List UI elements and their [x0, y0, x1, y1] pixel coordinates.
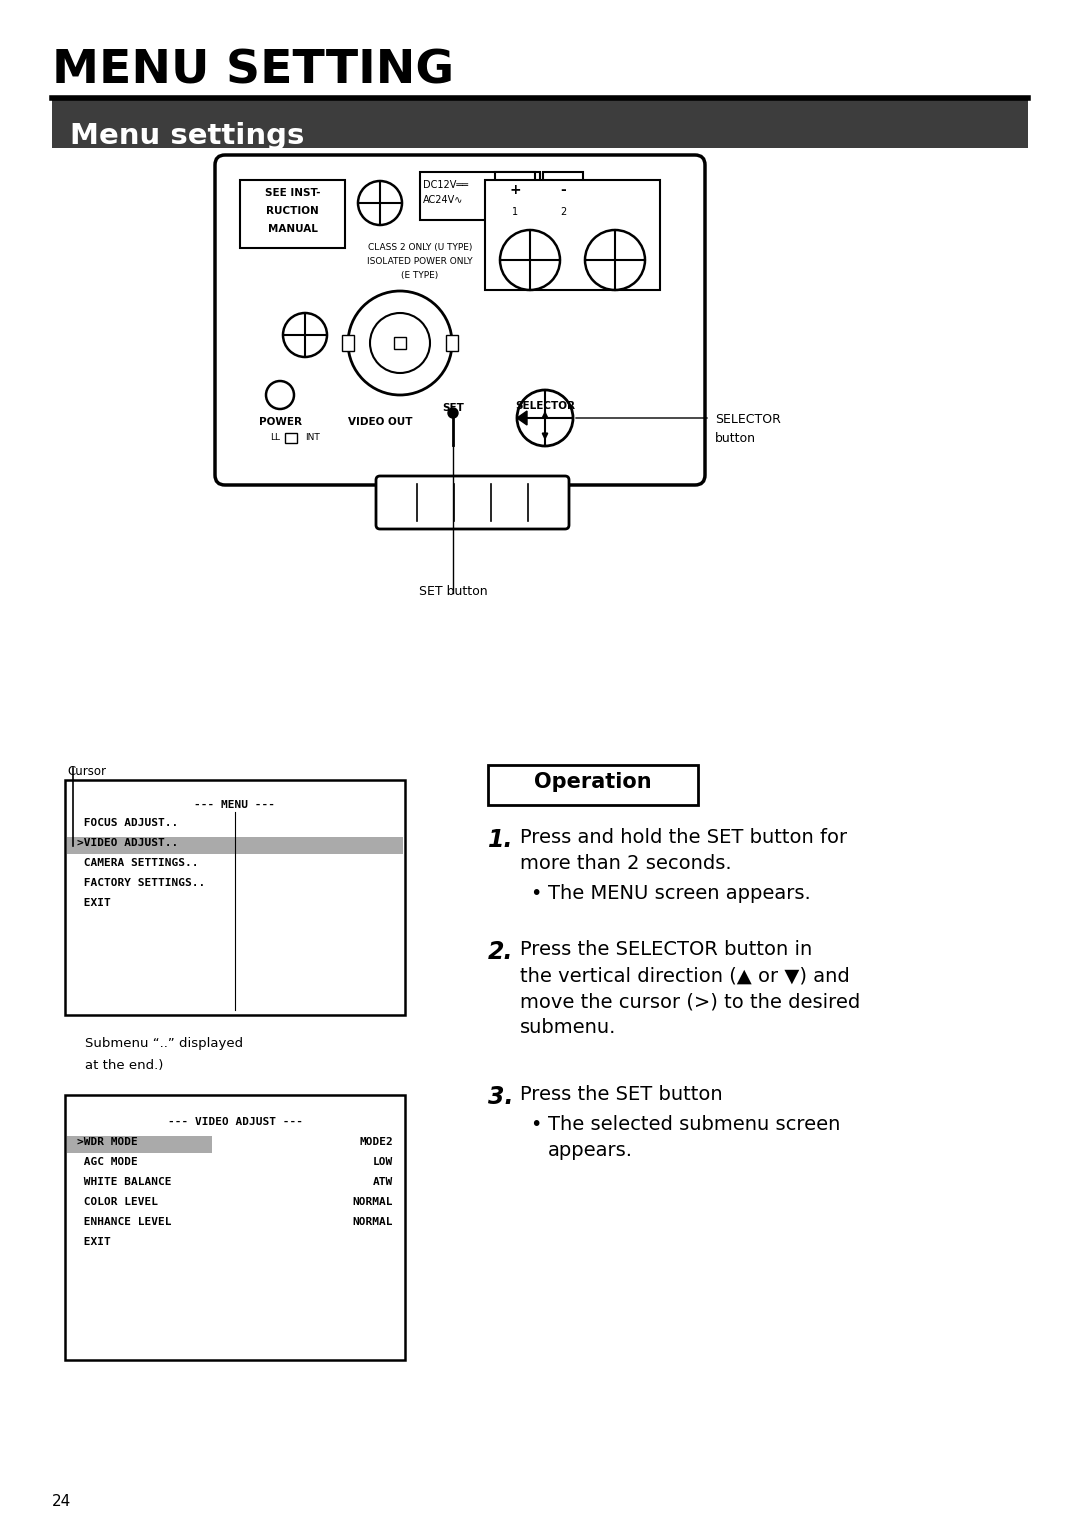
Text: Press and hold the SET button for: Press and hold the SET button for: [519, 827, 847, 847]
Bar: [543, 172, 583, 221]
Bar: [285, 433, 297, 443]
Text: SELECTOR: SELECTOR: [715, 414, 781, 426]
Text: •: •: [530, 1115, 541, 1135]
Bar: [420, 172, 540, 221]
Text: (E TYPE): (E TYPE): [402, 271, 438, 280]
Text: Submenu “..” displayed: Submenu “..” displayed: [85, 1037, 243, 1049]
Text: EXIT: EXIT: [77, 1237, 111, 1247]
Text: SET button: SET button: [419, 586, 487, 598]
Polygon shape: [517, 411, 527, 424]
Text: 1: 1: [512, 207, 518, 218]
Text: +: +: [509, 183, 521, 198]
Text: 2.: 2.: [488, 940, 513, 964]
Text: INT: INT: [305, 433, 320, 443]
Text: CAMERA SETTINGS..: CAMERA SETTINGS..: [77, 858, 199, 868]
Text: SELECTOR: SELECTOR: [515, 402, 575, 411]
Text: >VIDEO ADJUST..: >VIDEO ADJUST..: [77, 838, 178, 849]
Text: ENHANCE LEVEL: ENHANCE LEVEL: [77, 1217, 172, 1227]
Text: •: •: [530, 884, 541, 903]
FancyBboxPatch shape: [52, 96, 1028, 148]
Text: button: button: [715, 432, 756, 446]
Text: MODE2: MODE2: [360, 1138, 393, 1147]
Bar: [495, 172, 535, 221]
Text: COLOR LEVEL: COLOR LEVEL: [77, 1197, 158, 1208]
Text: MANUAL: MANUAL: [268, 224, 318, 234]
Text: SEE INST-: SEE INST-: [265, 189, 321, 198]
Text: FOCUS ADJUST..: FOCUS ADJUST..: [77, 818, 178, 827]
Text: 3.: 3.: [488, 1084, 513, 1109]
Text: --- VIDEO ADJUST ---: --- VIDEO ADJUST ---: [167, 1116, 302, 1127]
Text: NORMAL: NORMAL: [352, 1197, 393, 1208]
Text: FACTORY SETTINGS..: FACTORY SETTINGS..: [77, 878, 205, 888]
Bar: [67, 1136, 212, 1153]
Text: Press the SELECTOR button in: Press the SELECTOR button in: [519, 940, 812, 960]
Text: at the end.): at the end.): [85, 1059, 163, 1072]
Text: 1.: 1.: [488, 827, 513, 852]
Bar: [240, 179, 345, 248]
Text: move the cursor (>) to the desired: move the cursor (>) to the desired: [519, 992, 861, 1011]
Text: 24: 24: [52, 1494, 71, 1509]
Text: AC24V∿: AC24V∿: [423, 195, 463, 205]
Text: SET: SET: [442, 403, 464, 414]
Text: RUCTION: RUCTION: [266, 205, 319, 216]
Text: Press the SET button: Press the SET button: [519, 1084, 723, 1104]
Bar: [65, 1095, 405, 1360]
Text: ISOLATED POWER ONLY: ISOLATED POWER ONLY: [367, 257, 473, 266]
Text: appears.: appears.: [548, 1141, 633, 1161]
Text: The selected submenu screen: The selected submenu screen: [548, 1115, 840, 1135]
Bar: [446, 335, 458, 351]
Text: ATW: ATW: [373, 1177, 393, 1186]
Text: Cursor: Cursor: [67, 765, 106, 779]
Text: Operation: Operation: [535, 773, 652, 792]
Text: LOW: LOW: [373, 1157, 393, 1167]
Text: -: -: [561, 183, 566, 198]
Bar: [342, 335, 354, 351]
Text: WHITE BALANCE: WHITE BALANCE: [77, 1177, 172, 1186]
Text: VIDEO OUT: VIDEO OUT: [348, 417, 413, 427]
Text: The MENU screen appears.: The MENU screen appears.: [548, 884, 811, 903]
FancyBboxPatch shape: [376, 476, 569, 529]
FancyBboxPatch shape: [215, 155, 705, 485]
Text: POWER: POWER: [258, 417, 301, 427]
Text: Menu settings: Menu settings: [70, 122, 305, 151]
Circle shape: [448, 408, 458, 418]
Bar: [67, 837, 403, 853]
Text: --- MENU ---: --- MENU ---: [194, 800, 275, 811]
Text: AGC MODE: AGC MODE: [77, 1157, 138, 1167]
Bar: [394, 338, 406, 348]
Bar: [485, 179, 660, 291]
Text: submenu.: submenu.: [519, 1018, 617, 1037]
Text: CLASS 2 ONLY (U TYPE): CLASS 2 ONLY (U TYPE): [368, 243, 472, 252]
Text: EXIT: EXIT: [77, 897, 111, 908]
Text: >WDR MODE: >WDR MODE: [77, 1138, 138, 1147]
Text: NORMAL: NORMAL: [352, 1217, 393, 1227]
Text: 2: 2: [559, 207, 566, 218]
Text: MENU SETTING: MENU SETTING: [52, 49, 454, 93]
Text: more than 2 seconds.: more than 2 seconds.: [519, 853, 731, 873]
Text: the vertical direction (▲ or ▼) and: the vertical direction (▲ or ▼) and: [519, 966, 850, 986]
Bar: [65, 780, 405, 1015]
Text: DC12V══: DC12V══: [423, 179, 468, 190]
Text: LL: LL: [270, 433, 280, 443]
Bar: [488, 765, 698, 805]
